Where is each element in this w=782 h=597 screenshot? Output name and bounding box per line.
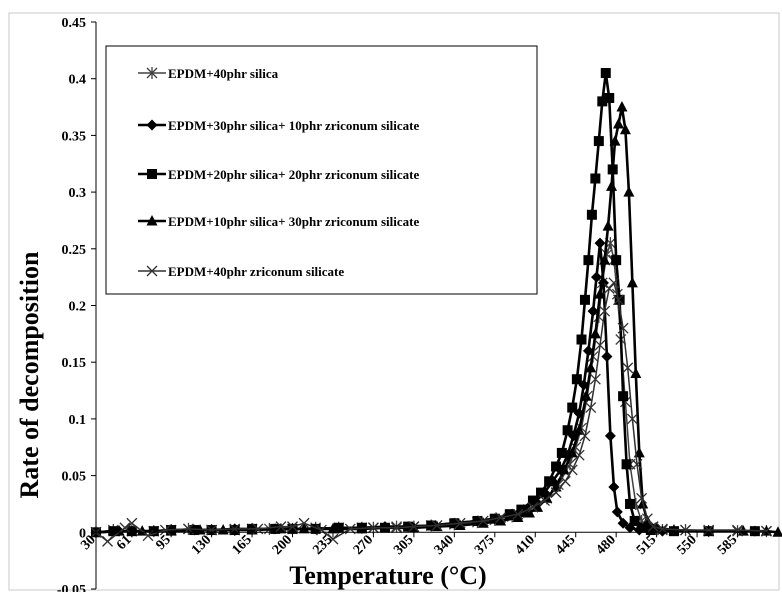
data-point-series-3 xyxy=(590,173,600,183)
data-point-series-3 xyxy=(580,295,590,305)
data-point-series-3 xyxy=(583,255,593,265)
square-marker-shape xyxy=(618,391,628,401)
data-point-series-3 xyxy=(563,425,573,435)
square-marker-shape xyxy=(622,459,632,469)
square-marker-shape xyxy=(594,136,604,146)
data-point-series-3 xyxy=(625,499,635,509)
y-tick-label: 0.45 xyxy=(62,16,87,31)
legend-label: EPDM+40phr zriconum silicate xyxy=(168,264,344,279)
data-point-series-3 xyxy=(557,448,567,458)
data-point-series-3 xyxy=(576,335,586,345)
x-axis-label: Temperature (°C) xyxy=(289,561,486,590)
square-marker-shape xyxy=(544,476,554,486)
data-point-series-3 xyxy=(536,488,546,498)
y-tick-label: 0.2 xyxy=(69,300,87,315)
square-marker-shape xyxy=(567,403,577,413)
square-marker-shape xyxy=(563,425,573,435)
y-tick-label: 0.15 xyxy=(62,356,87,371)
data-point-series-3 xyxy=(567,403,577,413)
legend-label: EPDM+40phr silica xyxy=(168,66,279,81)
square-marker-shape xyxy=(557,448,567,458)
square-marker-shape xyxy=(572,374,582,384)
data-point-series-3 xyxy=(611,255,621,265)
square-marker-shape xyxy=(551,462,561,472)
square-marker-shape xyxy=(601,68,611,78)
square-marker-shape xyxy=(604,93,614,103)
y-tick-label: 0.3 xyxy=(69,186,87,201)
data-point-series-3 xyxy=(622,459,632,469)
square-marker-shape xyxy=(583,255,593,265)
data-point-series-3 xyxy=(572,374,582,384)
data-point-series-3 xyxy=(594,136,604,146)
square-marker-shape xyxy=(590,173,600,183)
data-point-series-3 xyxy=(551,462,561,472)
square-marker-shape xyxy=(580,295,590,305)
data-point-series-3 xyxy=(544,476,554,486)
square-marker-shape xyxy=(576,335,586,345)
y-tick-label: 0.05 xyxy=(62,470,87,485)
data-point-series-3 xyxy=(618,391,628,401)
legend: EPDM+40phr silica EPDM+30phr silica+ 10ph… xyxy=(106,46,537,294)
square-marker-shape xyxy=(625,499,635,509)
legend-label: EPDM+20phr silica+ 20phr zriconum silica… xyxy=(168,167,419,182)
square-marker-shape xyxy=(147,169,157,179)
data-point-series-3 xyxy=(601,68,611,78)
y-tick-label: 0.25 xyxy=(62,243,87,258)
square-marker-shape xyxy=(587,210,597,220)
square-marker-shape xyxy=(611,255,621,265)
y-axis-label: Rate of decomposition xyxy=(15,251,44,499)
legend-label: EPDM+30phr silica+ 10phr zriconum silica… xyxy=(168,118,419,133)
y-tick-label: -0.05 xyxy=(57,583,86,592)
data-point-series-3 xyxy=(587,210,597,220)
y-tick-label: 0.4 xyxy=(69,73,87,88)
legend-marker xyxy=(147,169,157,179)
data-point-series-3 xyxy=(604,93,614,103)
legend-label: EPDM+10phr silica+ 30phr zriconum silica… xyxy=(168,214,419,229)
y-tick-label: 0.1 xyxy=(69,413,87,428)
square-marker-shape xyxy=(536,488,546,498)
y-tick-label: 0.35 xyxy=(62,129,87,144)
